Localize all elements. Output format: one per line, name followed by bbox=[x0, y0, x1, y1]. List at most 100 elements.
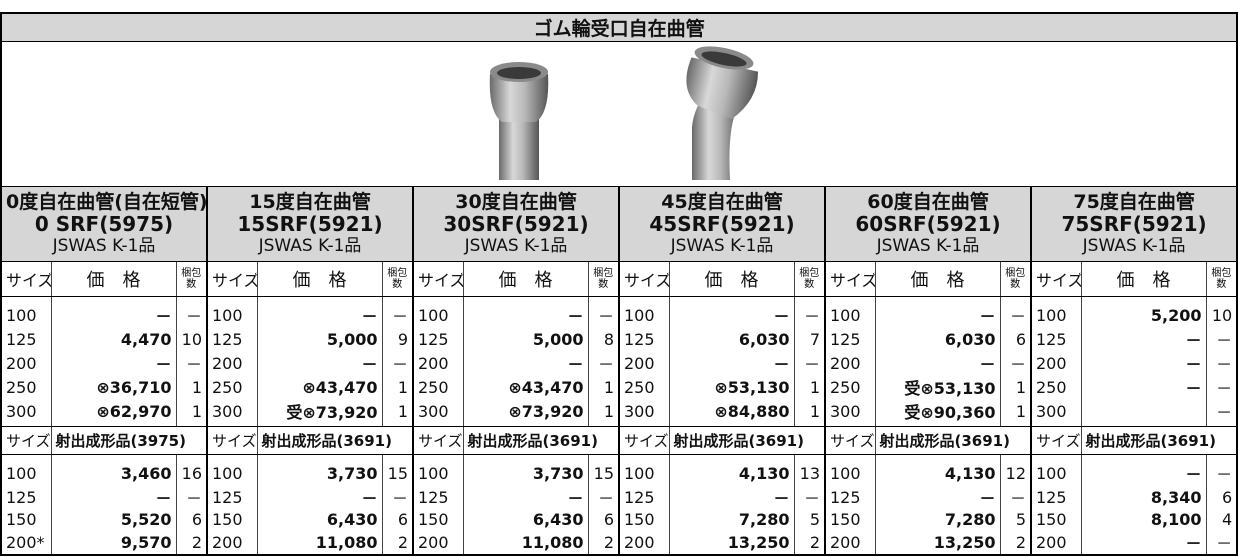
group-name: 75度自在曲管 bbox=[1073, 191, 1195, 213]
size-cell: 125 bbox=[206, 485, 257, 509]
price-cell: － bbox=[462, 296, 588, 327]
size-cell: 100 bbox=[412, 454, 463, 485]
image-cell bbox=[0, 41, 1238, 187]
size-cell: 200 bbox=[618, 351, 669, 375]
size-cell: 125 bbox=[618, 327, 669, 351]
size-cell: 250 bbox=[1030, 375, 1081, 399]
price-cell: － bbox=[1080, 375, 1206, 399]
size-cell: 200* bbox=[0, 530, 51, 555]
count-cell: 2 bbox=[793, 530, 825, 555]
size-cell: 250 bbox=[0, 375, 51, 399]
price-cell: 7,280 bbox=[668, 509, 794, 530]
price-cell: ⊗43,470 bbox=[462, 375, 588, 399]
price-table: ゴム輪受口自在曲管 0度自在曲管(自在短管) 0 SRF(5975) JSWAS K… bbox=[0, 12, 1238, 556]
size-cell: 125 bbox=[206, 327, 257, 351]
size-cell: 125 bbox=[412, 485, 463, 509]
group-name: 15度自在曲管 bbox=[249, 191, 371, 213]
bent-pipe bbox=[686, 46, 759, 180]
column-header: 価 格 bbox=[256, 261, 382, 297]
size-cell: 150 bbox=[618, 509, 669, 530]
price-cell: 9,570 bbox=[50, 530, 176, 555]
price-cell: － bbox=[874, 351, 1000, 375]
price-cell: － bbox=[1080, 530, 1206, 555]
group-standard: JSWAS K-1品 bbox=[670, 236, 774, 256]
image-row bbox=[0, 41, 1238, 187]
price-cell: － bbox=[668, 296, 794, 327]
group-header: 15度自在曲管 15SRF(5921) JSWAS K-1品 bbox=[206, 186, 413, 262]
column-header: 価 格 bbox=[668, 261, 794, 297]
count-cell: 16 bbox=[175, 454, 207, 485]
size-cell: 125 bbox=[618, 485, 669, 509]
price-cell: － bbox=[256, 296, 382, 327]
price-cell: ⊗73,920 bbox=[462, 399, 588, 427]
group-header: 30度自在曲管 30SRF(5921) JSWAS K-1品 bbox=[412, 186, 619, 262]
count-cell: 10 bbox=[175, 327, 207, 351]
size-cell: 100 bbox=[206, 454, 257, 485]
group-header-row: 0度自在曲管(自在短管) 0 SRF(5975) JSWAS K-1品 15度自在曲管… bbox=[0, 186, 1238, 262]
price-row: 250 ⊗36,710 1 250 ⊗43,470 1 250 ⊗43,470 1 250 ⊗53,… bbox=[0, 375, 1238, 399]
column-header: サイズ bbox=[1030, 261, 1081, 297]
price-cell: － bbox=[874, 296, 1000, 327]
price-cell: 13,250 bbox=[668, 530, 794, 555]
price-row: 125 4,470 10 125 5,000 9 125 5,000 8 125 6,030 7 125… bbox=[0, 327, 1238, 351]
column-header: サイズ bbox=[412, 261, 463, 297]
size-cell: 100 bbox=[1030, 296, 1081, 327]
count-cell: 6 bbox=[999, 327, 1031, 351]
molded-size-header: サイズ bbox=[412, 426, 463, 455]
product-images bbox=[489, 46, 759, 180]
count-cell: 5 bbox=[999, 509, 1031, 530]
price-cell: ⊗62,970 bbox=[50, 399, 176, 427]
count-cell: 1 bbox=[175, 375, 207, 399]
title-row: ゴム輪受口自在曲管 bbox=[0, 13, 1238, 42]
column-header: サイズ bbox=[824, 261, 875, 297]
price-cell: － bbox=[1080, 351, 1206, 375]
price-cell: 3,730 bbox=[462, 454, 588, 485]
count-cell: 2 bbox=[587, 530, 619, 555]
count-cell: 12 bbox=[999, 454, 1031, 485]
price-cell: ⊗43,470 bbox=[256, 375, 382, 399]
size-cell: 100 bbox=[824, 296, 875, 327]
column-header: 梱包数 bbox=[175, 261, 207, 297]
count-cell: 6 bbox=[175, 509, 207, 530]
price-cell: 8,340 bbox=[1080, 485, 1206, 509]
size-cell: 250 bbox=[412, 375, 463, 399]
price-cell: － bbox=[874, 485, 1000, 509]
table-title: ゴム輪受口自在曲管 bbox=[0, 13, 1238, 42]
price-cell: ⊗36,710 bbox=[50, 375, 176, 399]
group-standard: JSWAS K-1品 bbox=[258, 236, 362, 256]
price-cell: 3,730 bbox=[256, 454, 382, 485]
count-cell: － bbox=[381, 351, 413, 375]
count-cell: 13 bbox=[793, 454, 825, 485]
count-cell: － bbox=[1205, 327, 1238, 351]
group-code: 30SRF(5921) bbox=[443, 212, 589, 236]
price-cell: － bbox=[50, 351, 176, 375]
price-cell: 5,000 bbox=[462, 327, 588, 351]
molded-name-header: 射出成形品(3691) bbox=[256, 426, 413, 455]
molded-row: 100 3,460 16 100 3,730 15 100 3,730 15 100 4,130 13… bbox=[0, 454, 1238, 485]
column-header: サイズ bbox=[0, 261, 51, 297]
size-cell: 125 bbox=[412, 327, 463, 351]
group-header: 75度自在曲管 75SRF(5921) JSWAS K-1品 bbox=[1029, 186, 1238, 262]
column-header: 梱包数 bbox=[381, 261, 413, 297]
price-cell: ⊗84,880 bbox=[668, 399, 794, 427]
count-cell: － bbox=[793, 485, 825, 509]
size-cell: 200 bbox=[412, 530, 463, 555]
price-cell: 受⊗53,130 bbox=[874, 375, 1000, 399]
price-cell: 6,430 bbox=[462, 509, 588, 530]
molded-size-header: サイズ bbox=[618, 426, 669, 455]
price-cell: － bbox=[668, 485, 794, 509]
group-standard: JSWAS K-1品 bbox=[52, 236, 156, 256]
count-cell: 5 bbox=[793, 509, 825, 530]
count-cell: 1 bbox=[999, 375, 1031, 399]
column-header: 価 格 bbox=[1080, 261, 1206, 297]
price-cell: 4,130 bbox=[668, 454, 794, 485]
price-cell: 5,000 bbox=[256, 327, 382, 351]
price-cell: ⊗53,130 bbox=[668, 375, 794, 399]
molded-name-header: 射出成形品(3975) bbox=[50, 426, 207, 455]
count-cell: － bbox=[999, 485, 1031, 509]
count-cell: 15 bbox=[381, 454, 413, 485]
count-cell: 1 bbox=[381, 375, 413, 399]
size-cell: 100 bbox=[618, 454, 669, 485]
count-cell: － bbox=[1205, 375, 1238, 399]
group-code: 15SRF(5921) bbox=[237, 212, 383, 236]
